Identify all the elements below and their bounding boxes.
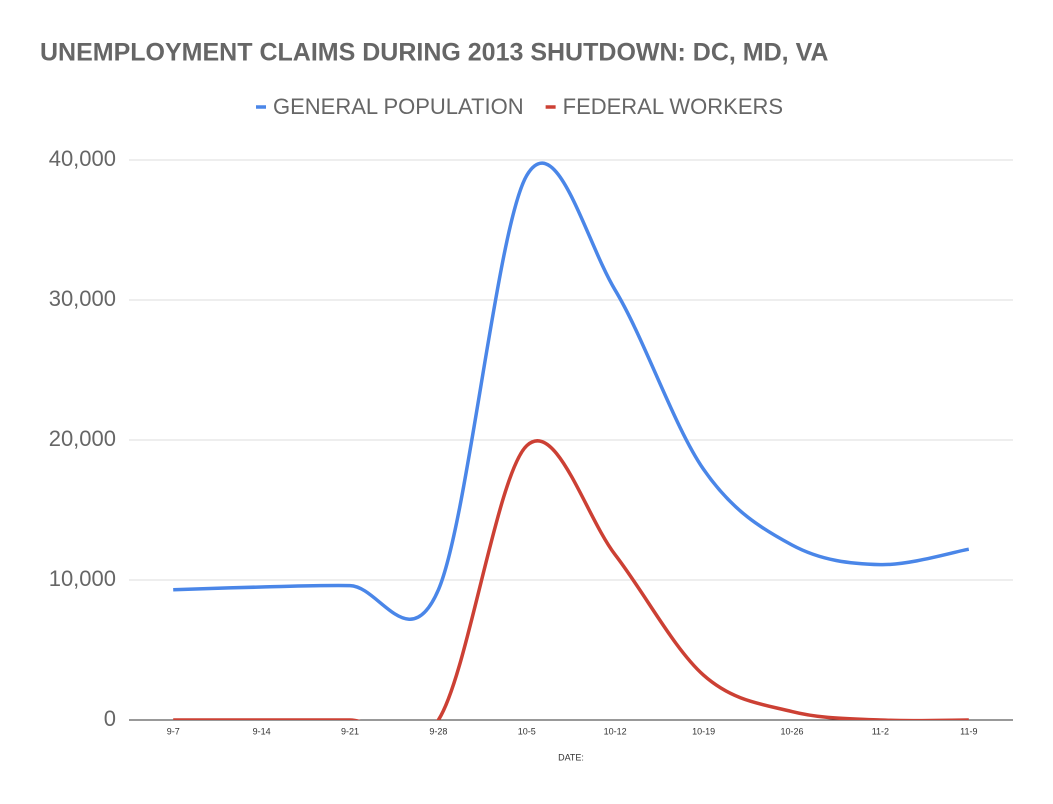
chart-title: UNEMPLOYMENT CLAIMS DURING 2013 SHUTDOWN…: [40, 39, 828, 67]
x-tick-label: 10-5: [518, 726, 536, 736]
x-tick-label: 9-14: [253, 726, 271, 736]
x-tick-label: 10-19: [692, 726, 715, 736]
x-tick-label: 10-12: [604, 726, 627, 736]
y-tick-label: 30,000: [49, 286, 116, 311]
series-line: [173, 161, 970, 621]
y-tick-label: 0: [104, 706, 116, 731]
x-tick-label: 10-26: [780, 726, 803, 736]
y-tick-label: 10,000: [49, 566, 116, 591]
x-tick-label: 9-28: [429, 726, 447, 736]
x-tick-label: 11-9: [960, 726, 977, 736]
y-tick-label: 20,000: [49, 426, 116, 451]
y-tick-label: 40,000: [49, 146, 116, 171]
legend: GENERAL POPULATION FEDERAL WORKERS: [256, 94, 783, 119]
x-tick-label: 9-7: [167, 726, 180, 736]
legend-label: GENERAL POPULATION: [273, 94, 524, 119]
series-line: [173, 439, 969, 720]
x-tick-label: 9-21: [341, 726, 359, 736]
x-tick-label: 11-2: [872, 726, 889, 736]
legend-label: FEDERAL WORKERS: [563, 94, 783, 119]
x-axis-label: DATE:: [558, 752, 584, 762]
